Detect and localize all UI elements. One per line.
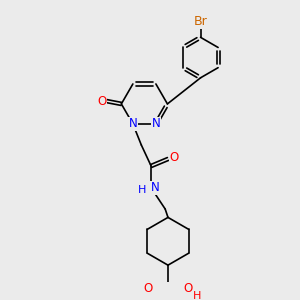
Text: N: N (152, 117, 160, 130)
Text: N: N (151, 182, 160, 194)
Text: O: O (143, 282, 152, 295)
Text: O: O (184, 282, 193, 295)
Text: N: N (128, 117, 137, 130)
Text: H: H (138, 185, 146, 195)
Text: O: O (97, 94, 106, 108)
Text: O: O (169, 151, 179, 164)
Text: H: H (193, 291, 201, 300)
Text: Br: Br (194, 15, 207, 28)
